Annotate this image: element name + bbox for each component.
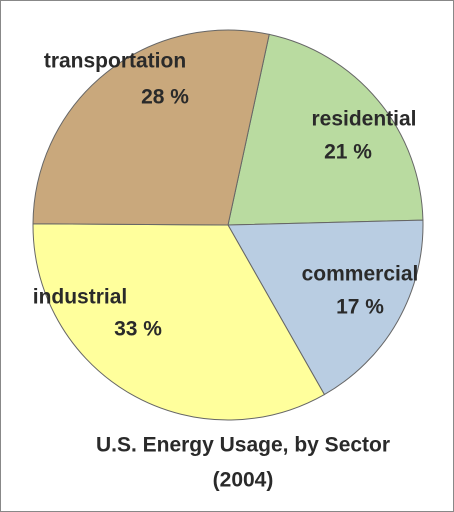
slice-label: transportation <box>44 50 186 73</box>
pie-slice <box>32 29 270 226</box>
chart-subtitle: (2004) <box>213 469 274 492</box>
pie-slice <box>227 219 424 396</box>
pie-slice <box>32 223 326 421</box>
slice-label: residential <box>311 108 416 131</box>
value-label: 21 % <box>324 141 372 164</box>
chart-title: U.S. Energy Usage, by Sector <box>96 434 390 457</box>
slice-label: commercial <box>302 263 419 286</box>
value-label: 33 % <box>114 318 162 341</box>
pie-slice <box>227 33 424 226</box>
value-label: 17 % <box>336 296 384 319</box>
slice-label: industrial <box>33 286 128 309</box>
value-label: 28 % <box>141 86 189 109</box>
